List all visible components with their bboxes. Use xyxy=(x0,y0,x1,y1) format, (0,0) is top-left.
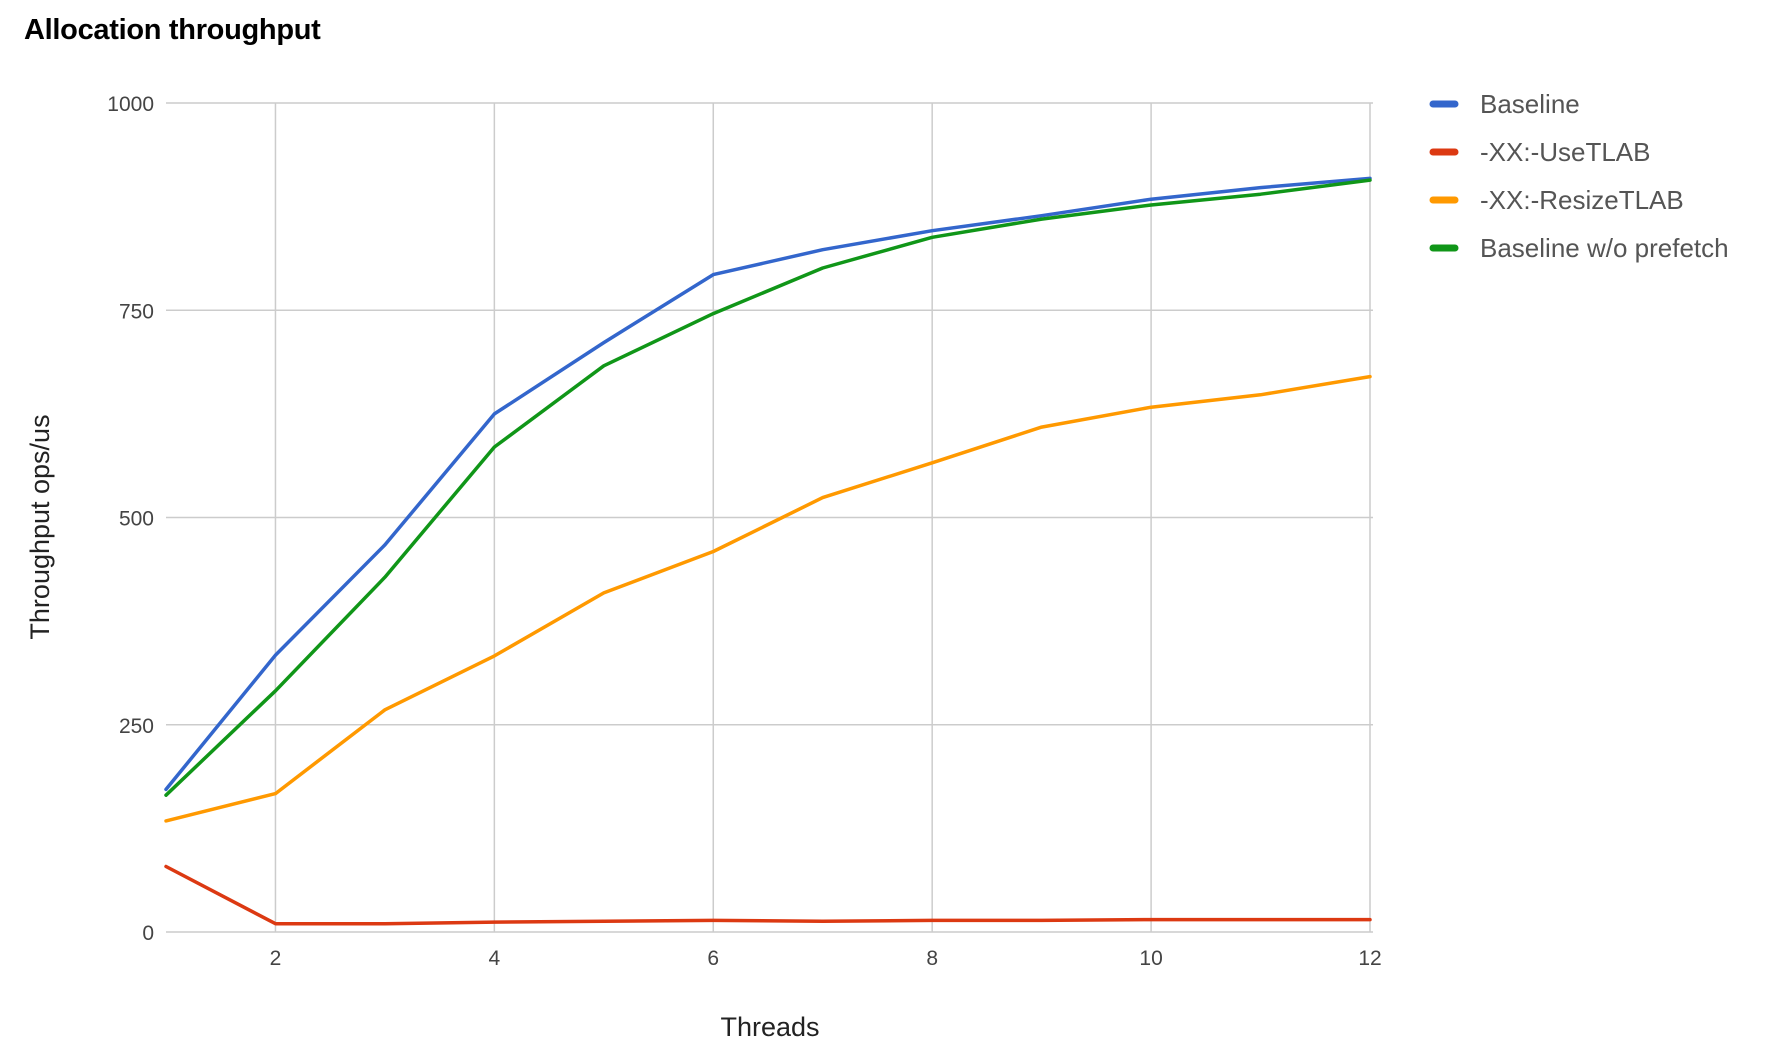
y-tick-label: 250 xyxy=(119,715,154,738)
series-line-3 xyxy=(164,178,1372,797)
grid xyxy=(166,102,1373,933)
legend-label: -XX:-ResizeTLAB xyxy=(1480,185,1684,215)
series-lines xyxy=(164,176,1372,926)
x-tick-label: 10 xyxy=(1139,947,1162,970)
legend-label: -XX:-UseTLAB xyxy=(1480,137,1651,167)
y-axis-ticks: 0 250 500 750 1000 xyxy=(107,93,154,945)
x-tick-label: 12 xyxy=(1358,947,1381,970)
legend: Baseline -XX:-UseTLAB -XX:-ResizeTLAB Basel… xyxy=(1429,89,1729,263)
x-tick-label: 4 xyxy=(489,947,501,970)
y-axis-title: Throughput ops/us xyxy=(25,414,55,639)
series-line-0 xyxy=(164,176,1372,792)
y-tick-label: 1000 xyxy=(107,93,154,116)
x-tick-label: 8 xyxy=(926,947,938,970)
series-line-1 xyxy=(164,864,1372,926)
series-line-2 xyxy=(164,374,1372,823)
x-tick-label: 2 xyxy=(270,947,282,970)
x-axis-ticks: 2 4 6 8 10 12 xyxy=(270,947,1382,970)
legend-label: Baseline w/o prefetch xyxy=(1480,233,1729,263)
chart-title: Allocation throughput xyxy=(24,14,321,46)
y-tick-label: 500 xyxy=(119,508,154,531)
y-tick-label: 750 xyxy=(119,300,154,323)
x-tick-label: 6 xyxy=(707,947,719,970)
y-tick-label: 0 xyxy=(142,922,154,945)
legend-label: Baseline xyxy=(1480,89,1580,119)
x-axis-title: Threads xyxy=(720,1012,819,1042)
